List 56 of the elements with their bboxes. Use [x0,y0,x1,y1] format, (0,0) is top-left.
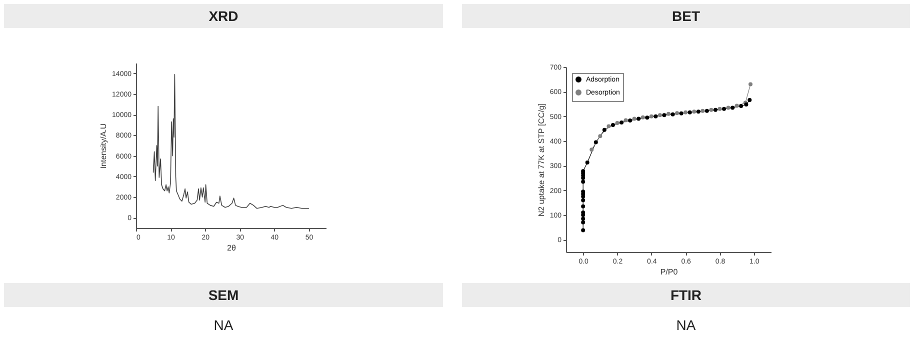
point [688,110,692,114]
y-axis-title: Intensity/A.U [99,123,108,169]
point [585,160,590,164]
point [692,110,696,114]
point [581,216,586,221]
point [654,114,658,118]
point [632,116,636,121]
point [730,106,735,110]
point [726,106,730,110]
x-axis-title: P/P0 [660,268,678,276]
point [636,116,641,121]
point [722,106,726,111]
point [696,110,700,114]
text: NA [212,317,234,333]
point [602,128,606,132]
point [662,113,666,118]
point [581,228,586,232]
point [709,108,714,112]
point [581,198,586,202]
text: NA [675,317,697,333]
point [748,98,752,102]
x-axis-title: 2θ [227,244,236,252]
point [620,120,624,124]
point [675,111,680,116]
point [624,118,628,122]
point [713,108,718,112]
point [739,104,744,108]
text: FTIR [462,283,910,307]
point [670,112,675,116]
chart-title: XRD [4,4,443,28]
point [704,108,709,113]
point [606,124,611,128]
line-series [152,74,310,209]
point [718,106,722,111]
point [645,116,650,120]
point [581,204,586,208]
point [610,122,615,127]
point [734,104,739,108]
point [598,134,602,138]
point [658,113,662,118]
point [679,111,684,116]
point [615,120,620,125]
point [594,140,598,144]
point [628,118,632,123]
point [666,112,670,116]
point [590,148,594,152]
point [581,180,586,184]
text: SEM [4,283,443,307]
point [640,115,645,120]
point [649,114,654,118]
point [700,108,705,113]
point [581,220,586,224]
point [748,82,752,86]
point [684,110,688,114]
y-axis-title: N2 uptake at 77K at STP [CC/g] [536,103,546,217]
chart-title: BET [462,4,910,28]
